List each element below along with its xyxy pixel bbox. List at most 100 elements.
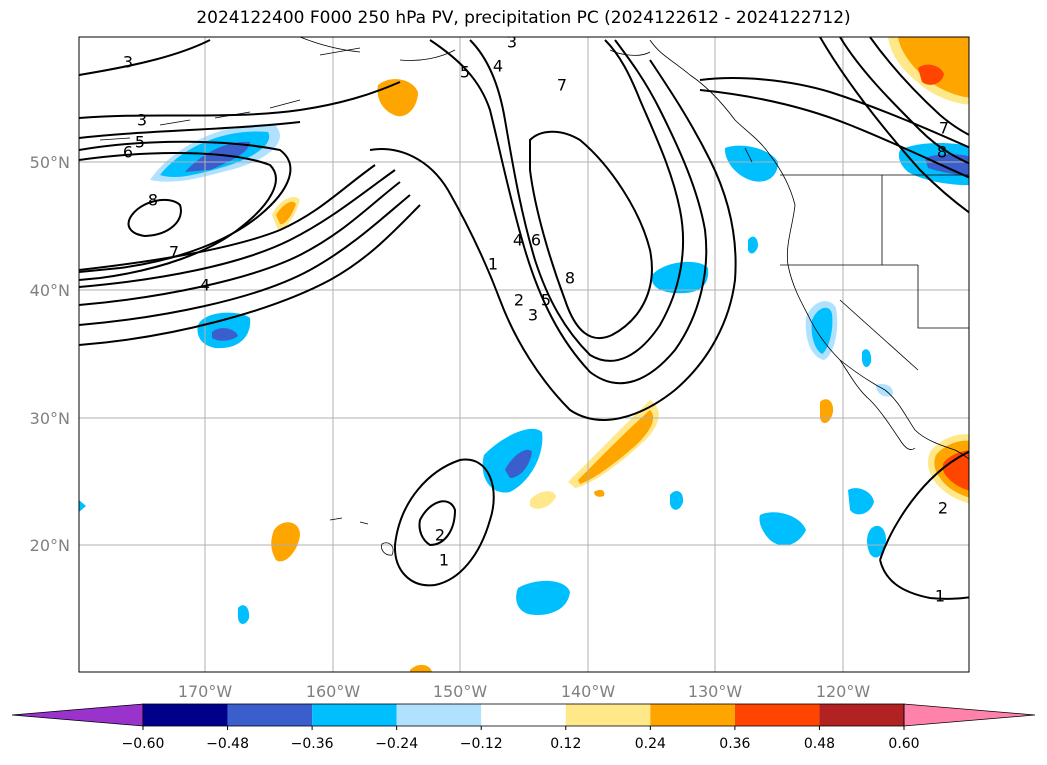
contour-label: 3 [507, 33, 517, 52]
precip-pos-region [377, 79, 418, 117]
latitude-labels: 50°N 40°N 30°N 20°N [30, 153, 70, 555]
contour-label: 6 [123, 143, 133, 162]
precip-neg-region [848, 488, 874, 515]
colorbar-extend-min [11, 703, 144, 727]
colorbar-swatch [565, 704, 651, 726]
colorbar-swatch [481, 704, 566, 726]
precip-neg-region [748, 236, 758, 254]
precip-neg-region [724, 145, 778, 182]
coastlines [99, 37, 969, 556]
precip-strong-neg-region [505, 449, 532, 478]
colorbar-swatch [819, 704, 904, 726]
contour-label: 3 [137, 111, 147, 130]
precip-neg-region [759, 512, 806, 546]
colorbar-swatch [396, 704, 482, 726]
lon-label: 120°W [816, 682, 871, 701]
precip-pos-region [276, 201, 296, 225]
map-area [79, 37, 969, 672]
contour-label: 1 [935, 587, 945, 606]
colorbar-tick-label: 0.12 [550, 736, 581, 752]
precip-pos-region [594, 489, 605, 497]
colorbar-tick-label: 0.36 [719, 736, 750, 752]
lat-label: 20°N [30, 536, 70, 555]
colorbar-swatch [312, 704, 397, 726]
contour-label: 3 [528, 306, 538, 325]
baja-california [839, 359, 916, 450]
precip-neg-region [867, 525, 886, 558]
colorbar-tick-label: −0.24 [375, 736, 418, 752]
colorbar-frame [142, 703, 905, 727]
precip-neg-region [651, 261, 709, 294]
precip-neg-region [238, 605, 250, 624]
precip-neg-region [79, 500, 86, 512]
alaska-coast [299, 37, 651, 61]
longitude-labels: 170°W 160°W 150°W 140°W 130°W 120°W [178, 682, 871, 701]
lon-label: 170°W [178, 682, 233, 701]
lon-label: 150°W [433, 682, 488, 701]
colorbar-tick-label: 0.48 [804, 736, 835, 752]
lon-label: 140°W [561, 682, 616, 701]
contour-label: 7 [557, 76, 567, 95]
contour-label: 4 [200, 276, 210, 295]
hawaii-islands [329, 517, 394, 556]
haida-gwaii [744, 147, 753, 163]
contour-label: 1 [488, 255, 498, 274]
precip-neg-region [862, 349, 872, 368]
precip-strong-neg-region [925, 154, 969, 176]
contour-label: 8 [565, 269, 575, 288]
contour-label: 8 [148, 191, 158, 210]
precip-strong-pos-region [942, 450, 969, 491]
contour-label: 4 [513, 231, 523, 250]
precip-strong-neg-region [212, 328, 238, 341]
precip-pos-region [820, 399, 834, 424]
contour-label: 8 [937, 143, 947, 162]
colorbar-tick-label: −0.12 [460, 736, 503, 752]
state-border [839, 299, 919, 371]
precip-pos-region [271, 522, 300, 562]
colorbar-tick-label: 0.24 [635, 736, 666, 752]
contour-label: 6 [531, 231, 541, 250]
lon-label: 130°W [688, 682, 743, 701]
colorbar-swatch [227, 704, 313, 726]
lon-label: 160°W [306, 682, 361, 701]
map-layers: 3 3 5 6 8 7 4 5 4 3 7 4 6 8 1 2 5 3 2 1 … [79, 33, 969, 672]
lat-label: 30°N [30, 409, 70, 428]
contour-label: 5 [541, 291, 551, 310]
contour-labels: 3 3 5 6 8 7 4 5 4 3 7 4 6 8 1 2 5 3 2 1 … [123, 33, 949, 606]
colorbar-tick-label: 0.60 [888, 736, 919, 752]
contour-label: 1 [439, 551, 449, 570]
colorbar-swatch [734, 704, 820, 726]
contour-label: 7 [939, 119, 949, 138]
colorbar-swatch [650, 704, 735, 726]
contour-label: 7 [169, 243, 179, 262]
colorbar-tick-label: −0.48 [206, 736, 249, 752]
north-america-coast [649, 39, 969, 460]
state-border [917, 265, 969, 329]
map-frame [78, 36, 970, 673]
colorbar-swatch [143, 704, 228, 726]
colorbar: −0.60 −0.48 −0.36 −0.24 −0.12 0.12 0.24 0.36 0.4… [11, 703, 1036, 752]
precip-pos-region [568, 400, 659, 488]
colorbar-tick-label: −0.60 [122, 736, 165, 752]
colorbar-tick-label: −0.36 [291, 736, 334, 752]
precip-pos-region [410, 664, 432, 672]
contour-label: 3 [123, 53, 133, 72]
lat-label: 50°N [30, 153, 70, 172]
precip-strong-pos-region [918, 64, 944, 85]
contour-label: 5 [460, 63, 470, 82]
precip-neg-region [670, 490, 684, 510]
precip-neg-region [516, 580, 570, 616]
contour-label: 4 [493, 57, 503, 76]
contour-label: 2 [514, 291, 524, 310]
pv-contours [79, 37, 969, 600]
contour-label: 5 [135, 133, 145, 152]
precip-pos-region [530, 491, 556, 509]
precip-neg-region [811, 307, 833, 354]
colorbar-extend-max [903, 703, 1036, 727]
precip-strong-neg-region [185, 141, 250, 172]
precip-shading [79, 37, 969, 672]
map-title: 2024122400 F000 250 hPa PV, precipitatio… [196, 8, 851, 28]
contour-label: 2 [938, 499, 948, 518]
contour-label: 2 [435, 526, 445, 545]
